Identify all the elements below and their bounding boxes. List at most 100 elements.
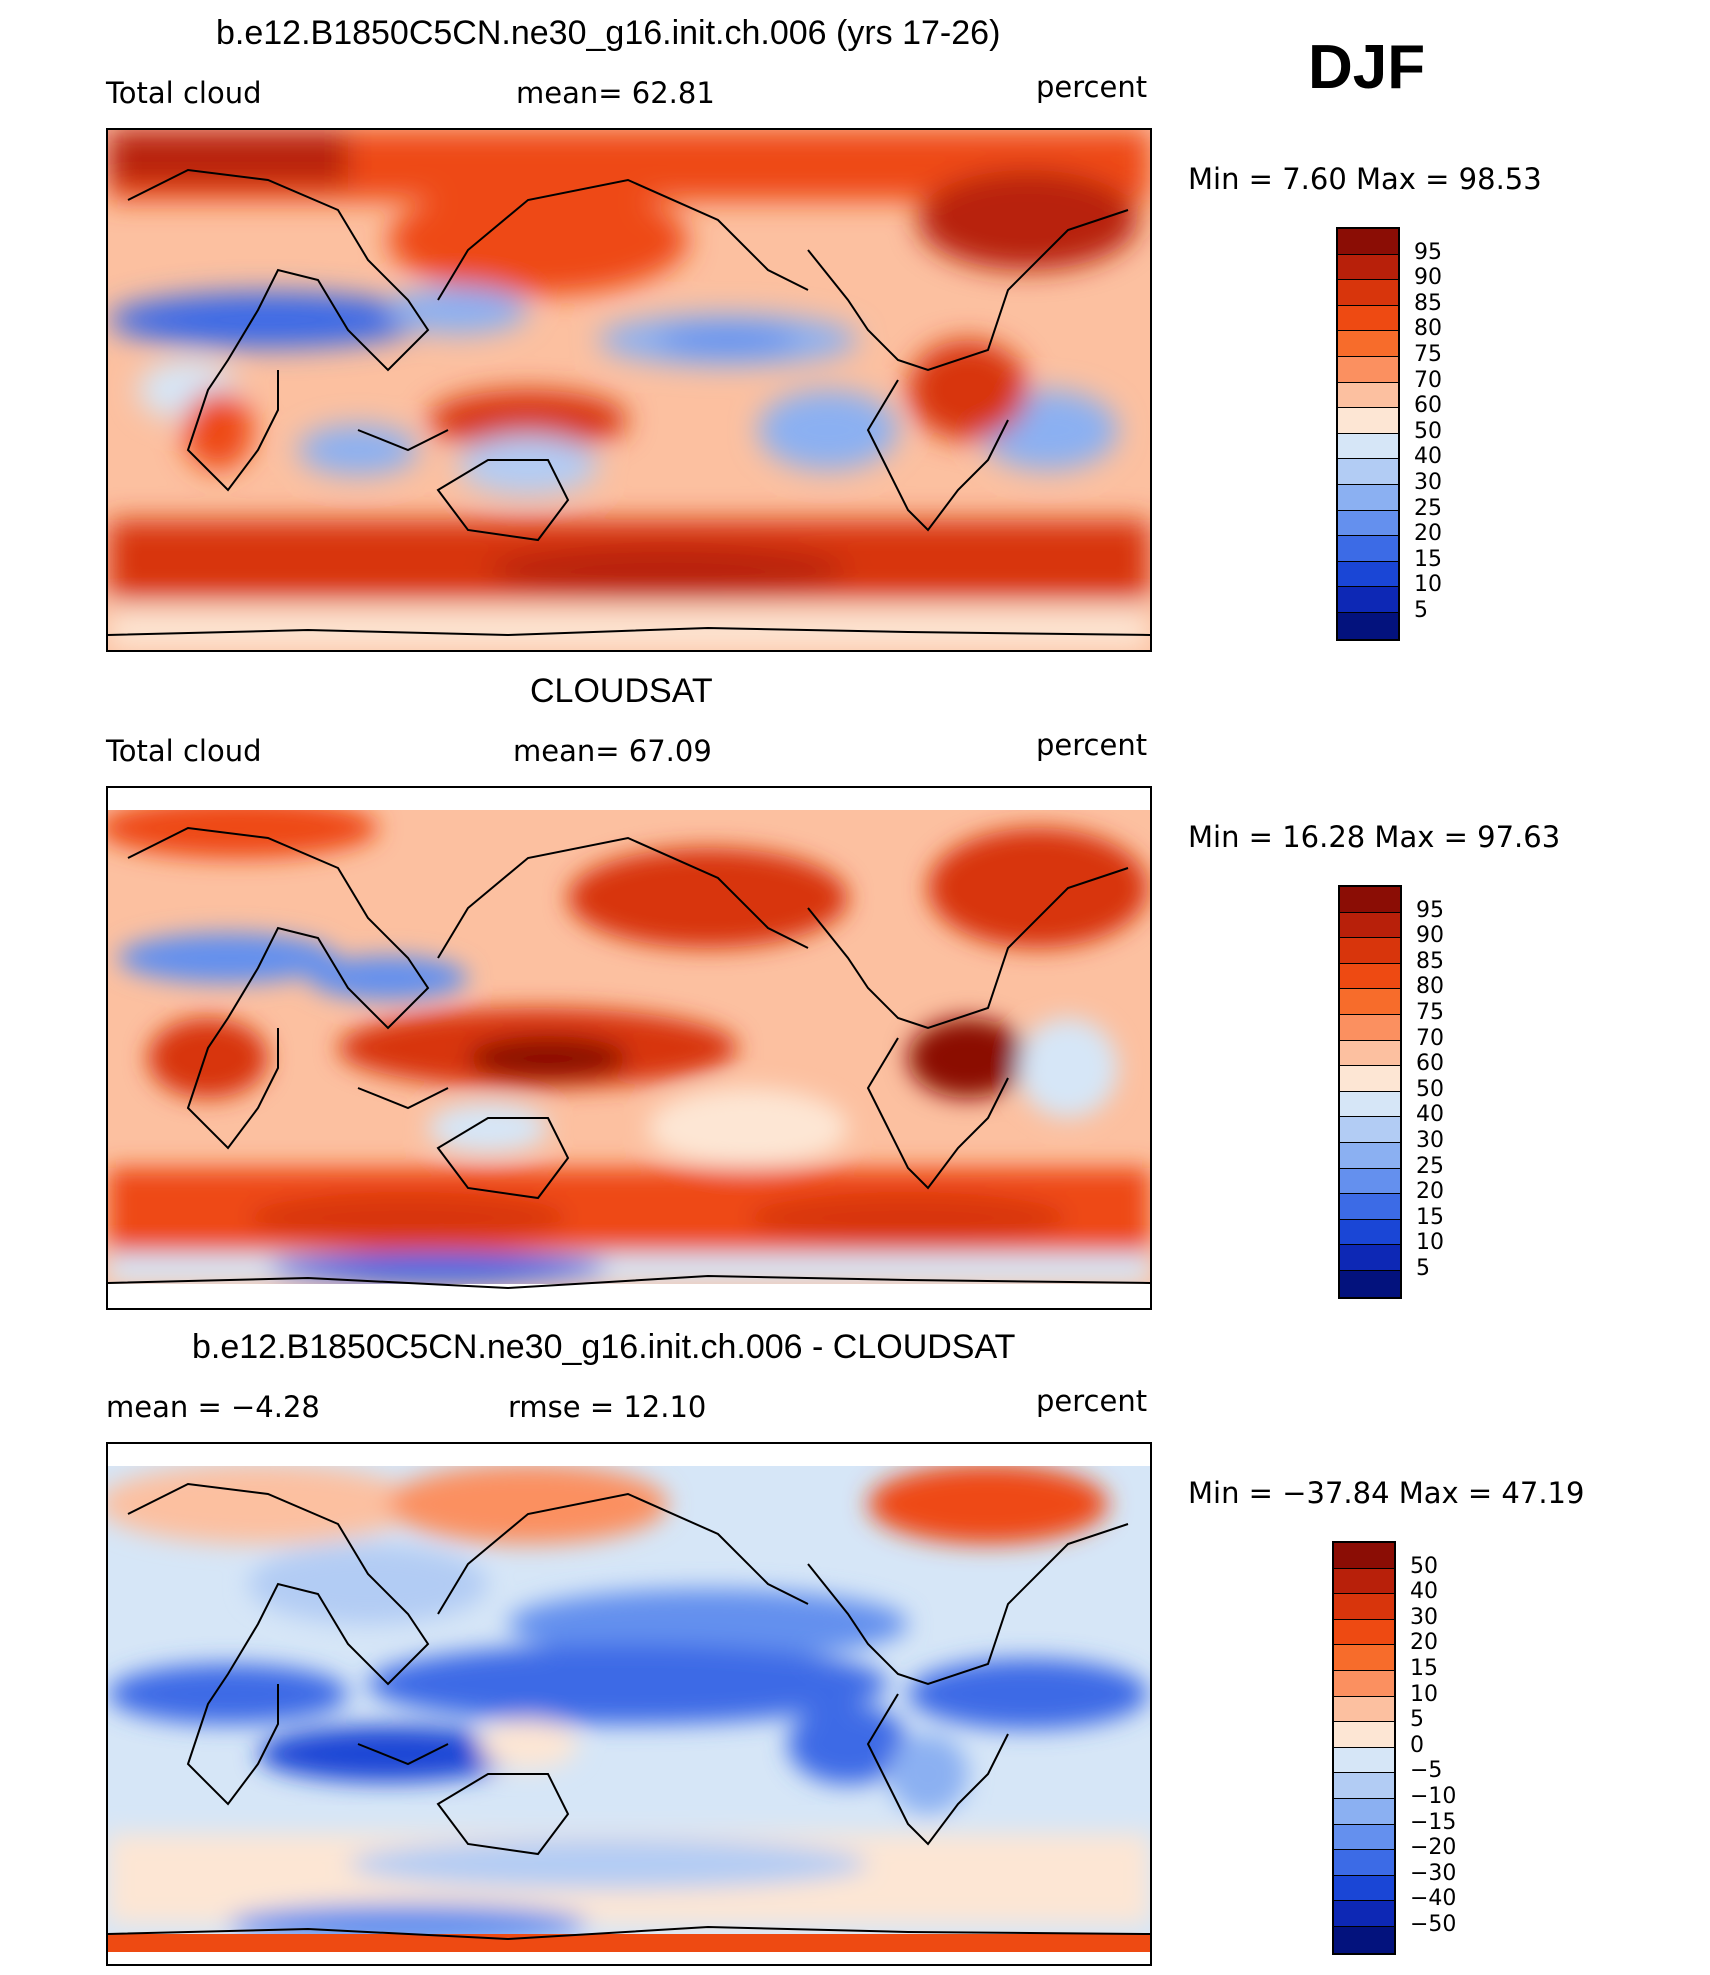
colorbar-swatch <box>1340 912 1400 939</box>
panel-3-colorbar <box>1332 1541 1396 1955</box>
colorbar-swatch <box>1334 1926 1394 1953</box>
panel-2-mean-label: mean= 67.09 <box>513 734 712 768</box>
colorbar-label: −10 <box>1410 1784 1457 1809</box>
colorbar-label: 50 <box>1416 1076 1444 1102</box>
colorbar-swatch <box>1338 331 1398 357</box>
colorbar-label: 70 <box>1414 367 1442 393</box>
colorbar-label: −40 <box>1410 1886 1457 1912</box>
panel-1-minmax: Min = 7.60 Max = 98.53 <box>1188 162 1542 196</box>
colorbar-label: 30 <box>1414 470 1442 495</box>
panel-2-minmax: Min = 16.28 Max = 97.63 <box>1188 820 1561 854</box>
colorbar-swatch <box>1334 1543 1394 1569</box>
colorbar-swatch <box>1338 382 1398 409</box>
colorbar-label: −5 <box>1410 1758 1443 1784</box>
colorbar-swatch <box>1338 612 1398 639</box>
colorbar-label: 75 <box>1416 1000 1444 1025</box>
panel-1-coastlines <box>108 168 1150 637</box>
panel-3-map-svg <box>108 1444 1150 1964</box>
colorbar-swatch <box>1338 229 1398 255</box>
colorbar-label: 20 <box>1414 521 1442 547</box>
colorbar-swatch <box>1334 1670 1394 1697</box>
colorbar-swatch <box>1334 1645 1394 1671</box>
colorbar-label: 30 <box>1410 1604 1438 1630</box>
colorbar-label: 40 <box>1410 1579 1438 1605</box>
season-label: DJF <box>1308 33 1426 102</box>
panel-3-mean-label: mean = −4.28 <box>106 1390 320 1424</box>
colorbar-label: 25 <box>1414 495 1442 521</box>
colorbar-swatch <box>1340 1270 1400 1297</box>
colorbar-swatch <box>1340 1168 1400 1195</box>
panel-2-coastlines <box>108 826 1150 1290</box>
colorbar-swatch <box>1334 1594 1394 1620</box>
panel-2-units-label: percent <box>1036 728 1148 762</box>
colorbar-swatch <box>1334 1722 1394 1748</box>
colorbar-label: 5 <box>1414 598 1428 623</box>
panel-3-rmse-label: rmse = 12.10 <box>508 1390 707 1424</box>
colorbar-swatch <box>1334 1773 1394 1799</box>
colorbar-label: −50 <box>1410 1912 1457 1937</box>
colorbar-label: 50 <box>1410 1553 1438 1579</box>
colorbar-label: −20 <box>1410 1835 1457 1861</box>
colorbar-label: 10 <box>1414 572 1442 598</box>
panel-2-map <box>106 786 1152 1310</box>
colorbar-label: 70 <box>1416 1025 1444 1051</box>
colorbar-swatch <box>1338 561 1398 588</box>
colorbar-label: 15 <box>1414 546 1442 572</box>
colorbar-swatch <box>1334 1619 1394 1646</box>
colorbar-swatch <box>1340 1245 1400 1271</box>
panel-1-mean-label: mean= 62.81 <box>516 76 715 110</box>
colorbar-swatch <box>1334 1824 1394 1851</box>
panel-1-map-svg <box>108 130 1150 650</box>
colorbar-swatch <box>1340 1014 1400 1041</box>
colorbar-label: 85 <box>1416 948 1444 974</box>
colorbar-swatch <box>1340 1142 1400 1169</box>
colorbar-label: 10 <box>1410 1681 1438 1707</box>
colorbar-label: 60 <box>1416 1051 1444 1077</box>
colorbar-label: 95 <box>1416 897 1444 923</box>
colorbar-swatch <box>1334 1850 1394 1876</box>
colorbar-label: 90 <box>1414 265 1442 291</box>
colorbar-swatch <box>1338 536 1398 562</box>
colorbar-swatch <box>1334 1901 1394 1927</box>
colorbar-swatch <box>1334 1875 1394 1902</box>
colorbar-swatch <box>1338 408 1398 434</box>
panel-3-units-label: percent <box>1036 1384 1148 1418</box>
colorbar-label: 85 <box>1414 290 1442 316</box>
colorbar-label: 50 <box>1414 418 1442 444</box>
colorbar-swatch <box>1340 1219 1400 1246</box>
colorbar-label: 95 <box>1414 239 1442 265</box>
colorbar-label: 30 <box>1416 1128 1444 1153</box>
colorbar-label: 40 <box>1416 1102 1444 1128</box>
colorbar-swatch <box>1338 459 1398 485</box>
panel-2-colorbar <box>1338 885 1402 1299</box>
colorbar-label: 0 <box>1410 1732 1424 1758</box>
colorbar-label: 15 <box>1410 1656 1438 1681</box>
colorbar-swatch <box>1334 1747 1394 1774</box>
panel-3-minmax: Min = −37.84 Max = 47.19 <box>1188 1476 1585 1510</box>
colorbar-swatch <box>1334 1568 1394 1595</box>
panel-2-map-svg <box>108 788 1150 1308</box>
panel-1-title: b.e12.B1850C5CN.ne30_g16.init.ch.006 (yr… <box>216 14 1001 52</box>
panel-1-colorbar <box>1336 227 1400 641</box>
colorbar-label: 25 <box>1416 1153 1444 1179</box>
colorbar-label: −15 <box>1410 1809 1457 1835</box>
colorbar-label: 90 <box>1416 923 1444 949</box>
colorbar-label: 20 <box>1410 1630 1438 1656</box>
colorbar-label: 15 <box>1416 1204 1444 1230</box>
colorbar-swatch <box>1338 254 1398 281</box>
colorbar-swatch <box>1340 1066 1400 1092</box>
colorbar-swatch <box>1340 1194 1400 1220</box>
colorbar-swatch <box>1338 510 1398 537</box>
colorbar-swatch <box>1334 1696 1394 1723</box>
colorbar-label: 60 <box>1414 393 1442 419</box>
panel-1-map <box>106 128 1152 652</box>
colorbar-label: 80 <box>1416 974 1444 1000</box>
panel-3-map <box>106 1442 1152 1966</box>
colorbar-swatch <box>1340 887 1400 913</box>
colorbar-label: 10 <box>1416 1230 1444 1256</box>
colorbar-swatch <box>1338 484 1398 511</box>
colorbar-swatch <box>1340 1117 1400 1143</box>
panel-2-left-label: Total cloud <box>106 734 262 768</box>
colorbar-label: −30 <box>1410 1860 1457 1886</box>
colorbar-label: 5 <box>1410 1707 1424 1733</box>
